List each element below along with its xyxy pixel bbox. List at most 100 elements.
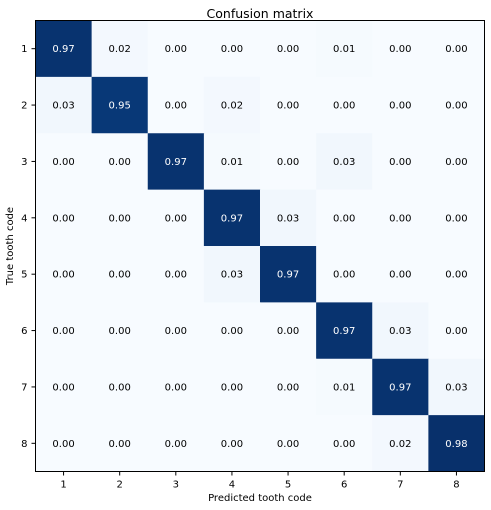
- cell-value-label: 0.00: [277, 44, 299, 55]
- heatmap-cell: [372, 302, 429, 360]
- cell-value-label: 0.03: [389, 326, 411, 337]
- heatmap-cell: [260, 302, 317, 360]
- heatmap-cell: [35, 133, 93, 191]
- x-tick-label: 7: [397, 480, 403, 491]
- heatmap-cell: [428, 358, 485, 416]
- heatmap-cell: [203, 415, 261, 472]
- cell-value-label: 0.00: [221, 326, 243, 337]
- y-axis-label: True tooth code: [5, 207, 16, 286]
- cell-value-label: 0.00: [109, 213, 131, 224]
- heatmap-cell: [428, 189, 485, 247]
- x-tick-label: 1: [60, 480, 66, 491]
- heatmap-cell: [316, 76, 373, 134]
- cell-value-label: 0.00: [109, 382, 131, 393]
- heatmap-cell: [91, 415, 149, 472]
- cell-value-label: 0.01: [221, 157, 243, 168]
- cell-value-label: 0.00: [109, 439, 131, 450]
- cell-value-label: 0.00: [277, 439, 299, 450]
- x-tick-label: 4: [229, 480, 235, 491]
- cell-value-label: 0.00: [333, 101, 355, 112]
- heatmap-cell: [147, 20, 205, 78]
- heatmap-cell: [372, 20, 429, 78]
- cell-value-label: 0.95: [109, 101, 131, 112]
- cell-value-label: 0.97: [221, 213, 243, 224]
- cell-value-label: 0.00: [109, 326, 131, 337]
- heatmap-cell: [91, 189, 149, 247]
- cell-value-label: 0.00: [445, 326, 467, 337]
- cell-value-label: 0.03: [445, 382, 467, 393]
- cell-value-label: 0.97: [389, 382, 411, 393]
- cell-value-label: 0.03: [333, 157, 355, 168]
- heatmap-cell: [147, 76, 205, 134]
- cell-value-label: 0.00: [165, 44, 187, 55]
- x-tick-label: 5: [285, 480, 291, 491]
- heatmap-cell-labels: 0.97 0.02 0.00 0.00 0.00 0.01 0.00 0.00 0.03 0.95…: [52, 44, 467, 450]
- heatmap-cell: [428, 246, 485, 303]
- heatmap-cell: [35, 415, 93, 472]
- cell-value-label: 0.00: [277, 382, 299, 393]
- cell-value-label: 0.97: [52, 44, 74, 55]
- heatmap-cell: [203, 358, 261, 416]
- heatmap-cell: [203, 133, 261, 191]
- heatmap-cell: [35, 302, 93, 360]
- heatmap-cell: [316, 415, 373, 472]
- cell-value-label: 0.02: [221, 101, 243, 112]
- heatmap-cell: [372, 246, 429, 303]
- heatmap-cell: [147, 358, 205, 416]
- heatmap-cell: [428, 20, 485, 78]
- heatmap-cell: [260, 189, 317, 247]
- heatmap-cell: [260, 76, 317, 134]
- heatmap-cell: [372, 189, 429, 247]
- cell-value-label: 0.00: [221, 44, 243, 55]
- heatmap-cell: [316, 302, 373, 360]
- heatmap-cell: [35, 358, 93, 416]
- cell-value-label: 0.00: [389, 157, 411, 168]
- x-tick-label: 8: [453, 480, 459, 491]
- heatmap-cell: [147, 189, 205, 247]
- heatmap-cell: [316, 20, 373, 78]
- cell-value-label: 0.00: [165, 101, 187, 112]
- cell-value-label: 0.00: [52, 439, 74, 450]
- x-tick-label: 6: [341, 480, 347, 491]
- cell-value-label: 0.00: [389, 270, 411, 281]
- heatmap-cell: [35, 20, 93, 78]
- heatmap-cell: [91, 20, 149, 78]
- cell-value-label: 0.00: [109, 157, 131, 168]
- heatmap-cell: [35, 246, 93, 303]
- heatmap-cell: [147, 415, 205, 472]
- y-tick-label: 3: [21, 157, 27, 168]
- x-tick-label: 3: [173, 480, 179, 491]
- heatmap-cell: [203, 76, 261, 134]
- heatmap-cell: [316, 246, 373, 303]
- heatmap-cell: [428, 76, 485, 134]
- y-tick-label: 5: [21, 270, 27, 281]
- x-axis-label: Predicted tooth code: [208, 493, 312, 504]
- cell-value-label: 0.00: [165, 213, 187, 224]
- cell-value-label: 0.00: [165, 439, 187, 450]
- cell-value-label: 0.01: [333, 382, 355, 393]
- heatmap-cell: [260, 20, 317, 78]
- cell-value-label: 0.00: [221, 439, 243, 450]
- heatmap-cell: [260, 246, 317, 303]
- cell-value-label: 0.00: [277, 326, 299, 337]
- cell-value-label: 0.00: [445, 213, 467, 224]
- cell-value-label: 0.03: [277, 213, 299, 224]
- cell-value-label: 0.97: [333, 326, 355, 337]
- cell-value-label: 0.00: [277, 157, 299, 168]
- x-axis-ticks: 1 2 3 4 5 6 7 8: [60, 471, 460, 491]
- y-tick-label: 4: [21, 213, 27, 224]
- chart-title: Confusion matrix: [207, 6, 314, 21]
- heatmap-cell: [91, 133, 149, 191]
- plot-frame: [35, 20, 485, 472]
- cell-value-label: 0.00: [333, 270, 355, 281]
- y-tick-label: 8: [21, 439, 27, 450]
- heatmap-cell: [35, 189, 93, 247]
- heatmap-cell: [372, 415, 429, 472]
- cell-value-label: 0.00: [389, 101, 411, 112]
- heatmap-cell: [203, 20, 261, 78]
- heatmap-cell: [260, 358, 317, 416]
- heatmap-cell: [372, 76, 429, 134]
- heatmap-cells: [35, 20, 485, 472]
- cell-value-label: 0.97: [277, 270, 299, 281]
